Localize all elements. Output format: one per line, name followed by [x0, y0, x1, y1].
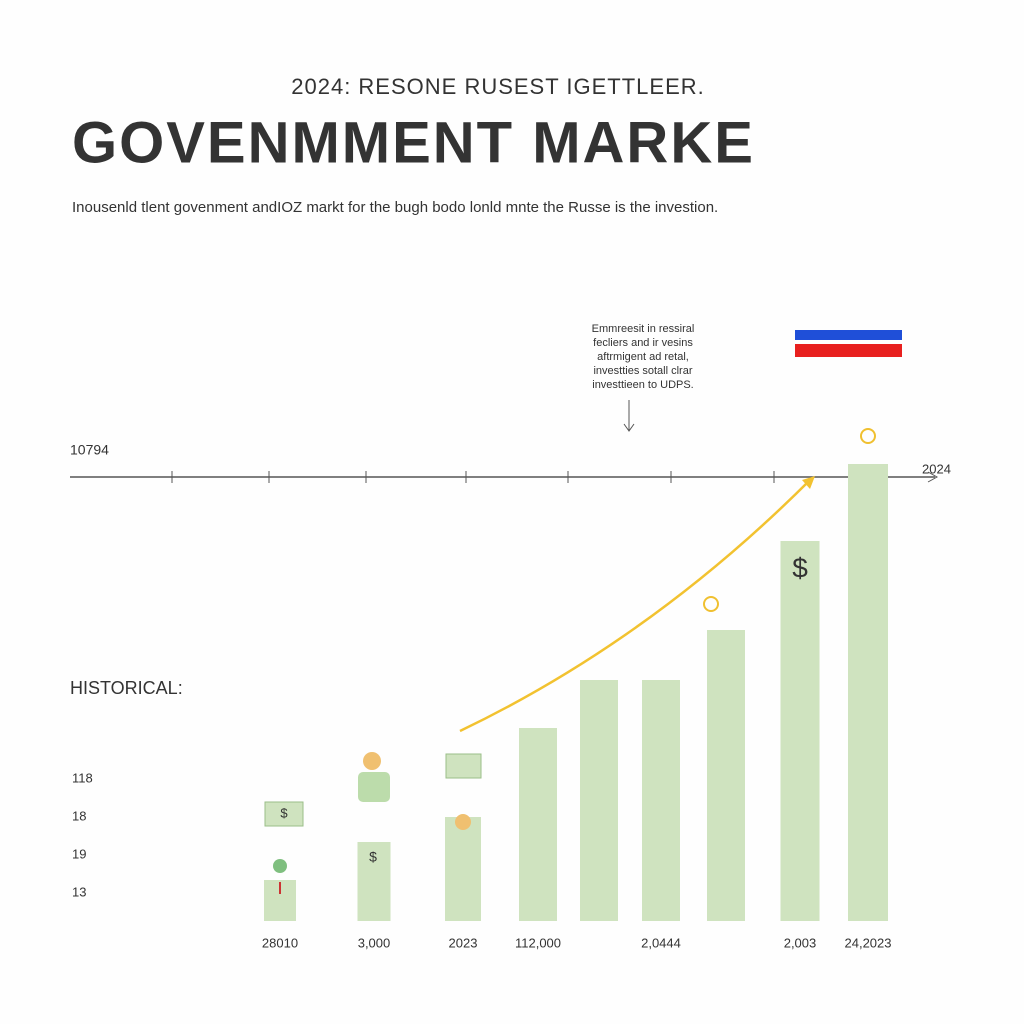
svg-text:$: $	[369, 849, 377, 865]
chart-title: GOVENMMENT MARKE	[72, 110, 755, 175]
annotation-line: fecliers and ir vesins	[593, 337, 693, 349]
bars	[264, 464, 888, 921]
side-label: 118	[72, 770, 93, 785]
bar	[445, 817, 481, 921]
side-label: 18	[72, 808, 86, 823]
bar	[357, 842, 391, 921]
subtitle: Inousenld tlent govenment andIOZ markt f…	[72, 199, 718, 216]
x-tick-label: 2023	[449, 935, 478, 950]
annotation-arrowhead	[623, 423, 635, 432]
side-label: 19	[72, 846, 86, 861]
annotation-line: investtieen to UDPS.	[592, 379, 694, 391]
flag-blue	[795, 330, 902, 340]
trend-arrow	[459, 479, 811, 733]
x-tick-label: 3,000	[358, 935, 391, 950]
x-tick-label: 24,2023	[845, 935, 892, 950]
section-label: HISTORICAL:	[70, 678, 183, 698]
timeline-label: 10794	[70, 442, 109, 458]
bar	[519, 728, 557, 921]
x-tick-label: 2,0444	[641, 935, 681, 950]
x-tick-label: 112,000	[515, 935, 561, 950]
bar	[707, 630, 745, 921]
kicker: 2024: RESONE RUSEST IGETTLEER.	[291, 74, 705, 99]
timeline-arrow	[927, 471, 939, 483]
annotation-line: aftrmigent ad retal,	[597, 351, 689, 363]
annotation-line: Emmreesit in ressiral	[592, 323, 695, 335]
trend-arrowhead	[802, 476, 815, 489]
bar	[580, 680, 618, 921]
icons: $ $ $	[264, 552, 808, 894]
x-tick-label: 2,003	[784, 935, 817, 950]
side-label: 13	[72, 884, 86, 899]
svg-text:$: $	[792, 552, 808, 583]
annotation: Emmreesit in ressiral fecliers and ir ves…	[592, 323, 695, 391]
svg-text:$: $	[280, 805, 288, 820]
bar	[780, 541, 820, 921]
sun-icons	[703, 428, 876, 612]
annotation-line: investties sotall clrar	[593, 365, 692, 377]
x-tick-label: 28010	[262, 935, 298, 950]
bar	[848, 464, 888, 921]
bar	[642, 680, 680, 921]
timeline-label: 2024	[922, 461, 951, 476]
timeline-ticks	[171, 471, 775, 483]
flag-red	[795, 344, 902, 357]
